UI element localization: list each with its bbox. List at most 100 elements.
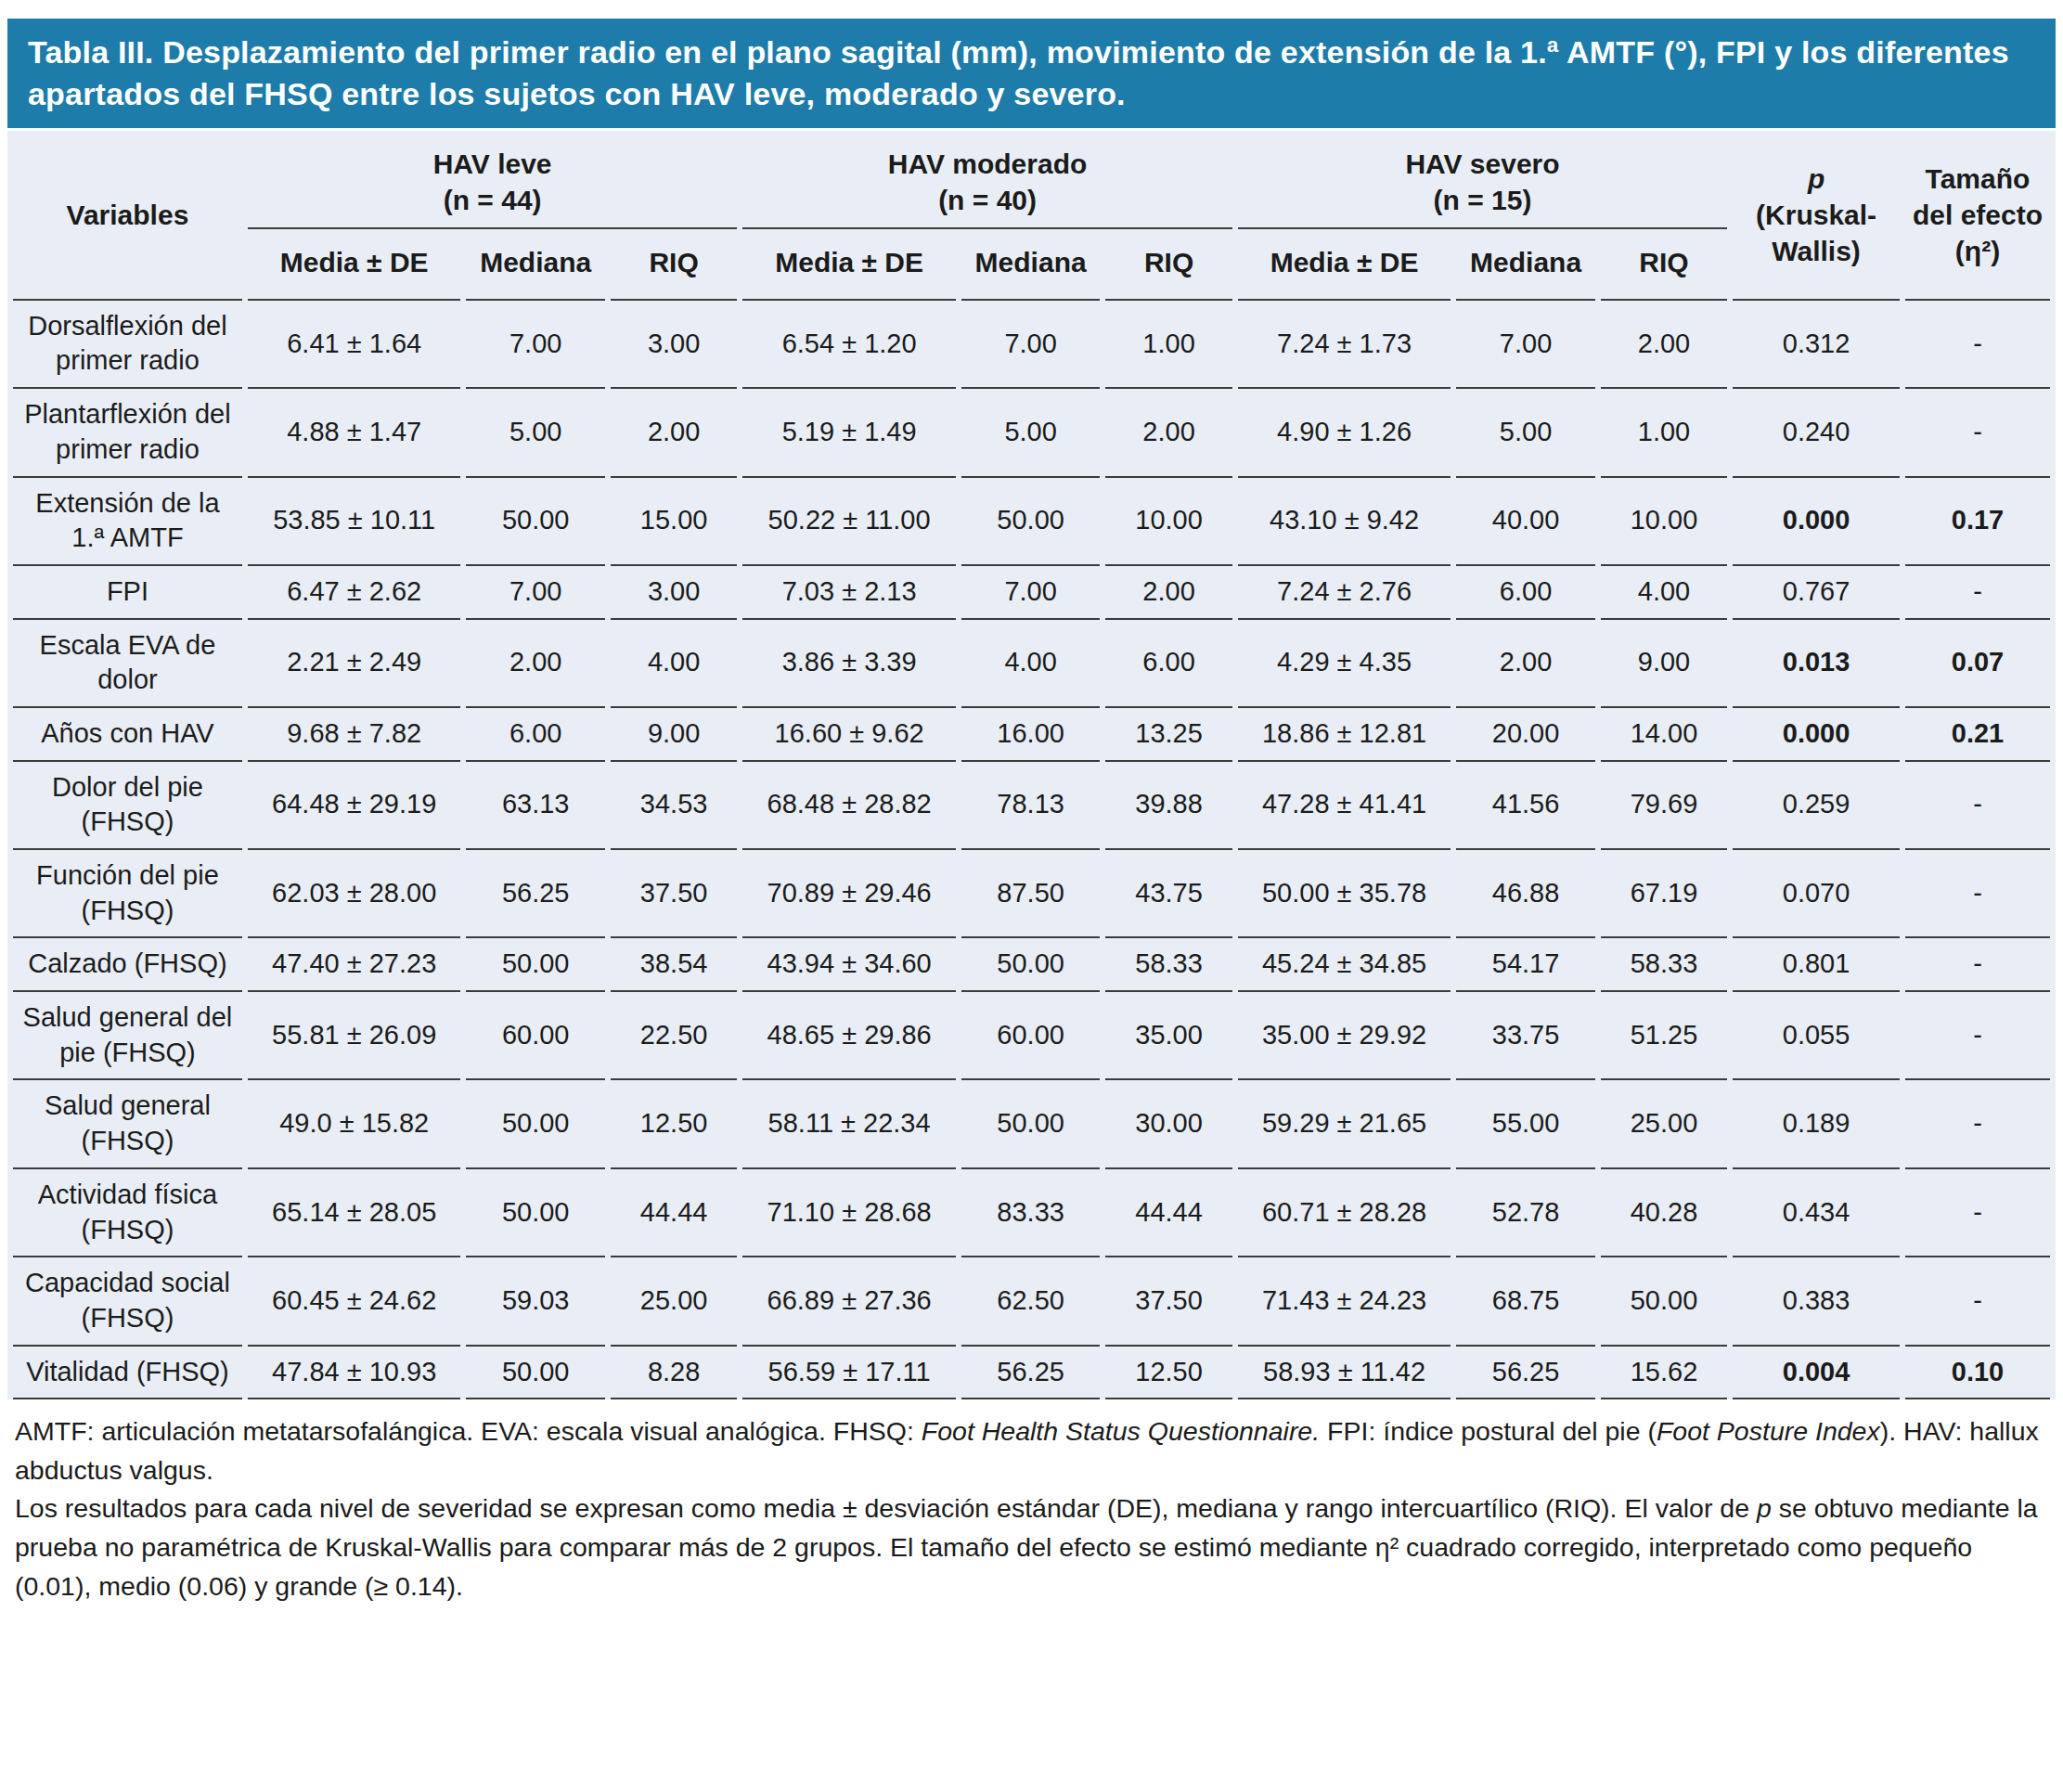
group-label: HAV severo: [1405, 148, 1559, 179]
footnote-text: Foot Posture Index: [1657, 1416, 1880, 1446]
column-header-p-kruskal-wallis: p (Kruskal-Wallis): [1733, 131, 1900, 301]
cell: 63.13: [466, 762, 604, 850]
table-row: Dolor del pie (FHSQ) 64.48 ± 29.19 63.13…: [13, 762, 2050, 850]
cell-p-value: 0.013: [1733, 620, 1900, 708]
table-row: Actividad física (FHSQ) 65.14 ± 28.05 50…: [13, 1169, 2050, 1257]
group-header-hav-moderado: HAV moderado (n = 40): [742, 131, 1231, 229]
footnote-text: Los resultados para cada nivel de severi…: [15, 1493, 1757, 1523]
cell-effect-size: 0.17: [1905, 478, 2050, 566]
footnote-text: Foot Health Status Questionnaire.: [922, 1416, 1320, 1446]
cell: 4.29 ± 4.35: [1238, 620, 1451, 708]
footnote-text: FPI: índice postural del pie (: [1320, 1416, 1657, 1446]
footnote-methods: Los resultados para cada nivel de severi…: [15, 1489, 2048, 1605]
table-title-bar: Tabla III. Desplazamiento del primer rad…: [7, 19, 2056, 128]
cell-p-value: 0.383: [1733, 1257, 1900, 1346]
cell: 41.56: [1456, 762, 1594, 850]
cell: 12.50: [611, 1080, 737, 1168]
cell: 58.93 ± 11.42: [1238, 1347, 1451, 1400]
cell: 56.25: [961, 1347, 1100, 1400]
cell: 2.00: [1105, 566, 1231, 620]
column-header-media-de-leve: Media ± DE: [248, 229, 461, 301]
cell: 65.14 ± 28.05: [248, 1169, 461, 1257]
row-label: Escala EVA de dolor: [13, 620, 242, 708]
cell-p-value: 0.000: [1733, 708, 1900, 762]
row-label: Actividad física (FHSQ): [13, 1169, 242, 1257]
cell: 39.88: [1105, 762, 1231, 850]
cell: 46.88: [1456, 850, 1594, 938]
cell: 4.00: [961, 620, 1100, 708]
cell: 50.00: [1601, 1257, 1727, 1346]
effect-size-label: Tamaño del efecto: [1913, 163, 2043, 230]
cell: 45.24 ± 34.85: [1238, 938, 1451, 992]
cell: 35.00 ± 29.92: [1238, 992, 1451, 1080]
cell: 60.45 ± 24.62: [248, 1257, 461, 1346]
cell: 55.00: [1456, 1080, 1594, 1168]
cell: 10.00: [1601, 478, 1727, 566]
table-row: Plantarflexión del primer radio 4.88 ± 1…: [13, 389, 2050, 477]
column-header-media-de-severo: Media ± DE: [1238, 229, 1451, 301]
cell-effect-size: -: [1905, 389, 2050, 477]
cell: 58.11 ± 22.34: [742, 1080, 956, 1168]
table-row: Vitalidad (FHSQ) 47.84 ± 10.93 50.00 8.2…: [13, 1347, 2050, 1400]
cell: 35.00: [1105, 992, 1231, 1080]
cell: 18.86 ± 12.81: [1238, 708, 1451, 762]
cell: 15.00: [611, 478, 737, 566]
cell: 14.00: [1601, 708, 1727, 762]
cell: 2.00: [1601, 301, 1727, 389]
cell: 47.40 ± 27.23: [248, 938, 461, 992]
cell: 30.00: [1105, 1080, 1231, 1168]
cell: 50.00: [466, 1347, 604, 1400]
cell: 16.00: [961, 708, 1100, 762]
cell: 59.03: [466, 1257, 604, 1346]
table-row: Dorsalflexión del primer radio 6.41 ± 1.…: [13, 301, 2050, 389]
row-label: FPI: [13, 566, 242, 620]
cell: 71.10 ± 28.68: [742, 1169, 956, 1257]
cell: 2.00: [611, 389, 737, 477]
cell: 20.00: [1456, 708, 1594, 762]
column-header-variables: Variables: [13, 131, 242, 301]
cell: 5.00: [1456, 389, 1594, 477]
cell: 50.00: [961, 938, 1100, 992]
cell: 4.90 ± 1.26: [1238, 389, 1451, 477]
column-header-riq-moderado: RIQ: [1105, 229, 1231, 301]
cell: 6.00: [1105, 620, 1231, 708]
cell: 4.88 ± 1.47: [248, 389, 461, 477]
row-label: Calzado (FHSQ): [13, 938, 242, 992]
cell-effect-size: -: [1905, 938, 2050, 992]
column-header-effect-size: Tamaño del efecto (η²): [1905, 131, 2050, 301]
cell: 2.00: [1456, 620, 1594, 708]
cell: 7.00: [1456, 301, 1594, 389]
row-label: Capacidad social (FHSQ): [13, 1257, 242, 1346]
cell: 50.22 ± 11.00: [742, 478, 956, 566]
cell-p-value: 0.312: [1733, 301, 1900, 389]
group-n: (n = 15): [1434, 185, 1532, 215]
cell: 8.28: [611, 1347, 737, 1400]
cell: 55.81 ± 26.09: [248, 992, 461, 1080]
cell: 43.75: [1105, 850, 1231, 938]
cell: 34.53: [611, 762, 737, 850]
cell: 6.41 ± 1.64: [248, 301, 461, 389]
table-row: Salud general del pie (FHSQ) 55.81 ± 26.…: [13, 992, 2050, 1080]
cell: 50.00: [466, 1080, 604, 1168]
cell: 50.00: [961, 1080, 1100, 1168]
table-row: Extensión de la 1.ª AMTF 53.85 ± 10.11 5…: [13, 478, 2050, 566]
cell: 7.24 ± 1.73: [1238, 301, 1451, 389]
column-header-mediana-moderado: Mediana: [961, 229, 1100, 301]
cell: 16.60 ± 9.62: [742, 708, 956, 762]
cell: 6.00: [1456, 566, 1594, 620]
group-header-hav-severo: HAV severo (n = 15): [1238, 131, 1727, 229]
cell: 47.84 ± 10.93: [248, 1347, 461, 1400]
cell: 50.00: [466, 938, 604, 992]
table-row: Función del pie (FHSQ) 62.03 ± 28.00 56.…: [13, 850, 2050, 938]
cell: 6.47 ± 2.62: [248, 566, 461, 620]
cell: 6.54 ± 1.20: [742, 301, 956, 389]
cell-effect-size: -: [1905, 301, 2050, 389]
cell: 3.00: [611, 301, 737, 389]
cell: 71.43 ± 24.23: [1238, 1257, 1451, 1346]
cell: 58.33: [1601, 938, 1727, 992]
cell: 5.00: [466, 389, 604, 477]
cell: 2.00: [466, 620, 604, 708]
row-label: Plantarflexión del primer radio: [13, 389, 242, 477]
table-body: Dorsalflexión del primer radio 6.41 ± 1.…: [13, 301, 2050, 1400]
cell: 60.71 ± 28.28: [1238, 1169, 1451, 1257]
